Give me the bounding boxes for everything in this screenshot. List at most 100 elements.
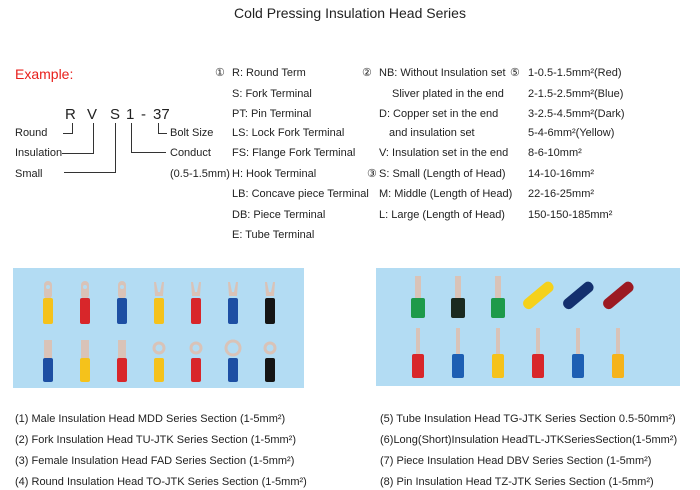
head-length-item: M: Middle (Length of Head)	[379, 188, 513, 200]
terminal-type-item: H: Hook Terminal	[232, 168, 317, 180]
terminal-sleeve	[154, 358, 164, 382]
section-3-marker: ③	[367, 168, 377, 180]
terminal-type-item: DB: Piece Terminal	[232, 209, 326, 221]
terminal-sleeve	[43, 298, 53, 324]
terminal-sleeve	[117, 358, 127, 382]
terminal-type-item: E: Tube Terminal	[232, 229, 315, 241]
label-conduct-range: (0.5-1.5mm)	[170, 168, 230, 180]
ring-hole	[83, 285, 87, 289]
ring-hole	[120, 285, 124, 289]
terminal-sleeve	[265, 358, 275, 382]
tube-sleeve	[491, 298, 505, 318]
ring-tongue	[263, 341, 277, 355]
terminal-sleeve	[80, 358, 90, 382]
wire-size-item: 22-16-25mm²	[528, 188, 595, 200]
label-bolt-size: Bolt Size	[170, 127, 214, 139]
wire-size-item: 1-0.5-1.5mm²(Red)	[528, 67, 622, 79]
insulation-type-item: D: Copper set in the end	[379, 108, 499, 120]
pin-terminal	[616, 328, 620, 356]
terminal-sleeve	[265, 298, 275, 324]
caption-left: (4) Round Insulation Head TO-JTK Series …	[15, 476, 307, 488]
ring-tongue	[152, 341, 166, 355]
caption-right: (6)Long(Short)Insulation HeadTL-JTKSerie…	[380, 434, 678, 446]
female-tab	[81, 340, 89, 358]
pin-sleeve	[492, 354, 504, 378]
label-small: Small	[15, 168, 43, 180]
terminal-type-item: FS: Flange Fork Terminal	[232, 147, 356, 159]
caption-right: (5) Tube Insulation Head TG-JTK Series S…	[380, 413, 676, 425]
ring-tongue	[81, 281, 89, 299]
pin-terminal	[536, 328, 540, 356]
fork-tongue	[265, 282, 275, 296]
terminal-sleeve	[80, 298, 90, 324]
pin-sleeve	[532, 354, 544, 378]
label-insulation: Insulation	[15, 147, 63, 159]
butt-connector	[523, 281, 554, 310]
wire-size-item: 5-4-6mm²(Yellow)	[528, 127, 615, 139]
tube-pin	[495, 276, 501, 302]
terminal-type-item: S: Fork Terminal	[232, 88, 312, 100]
pin-sleeve	[452, 354, 464, 378]
section-2-marker: ②	[362, 67, 372, 79]
code-letter: -	[141, 106, 146, 123]
fork-tongue	[228, 282, 238, 296]
photo-male-fork-female-round-terminals	[13, 268, 304, 388]
ring-tongue	[224, 339, 242, 357]
tube-sleeve	[451, 298, 465, 318]
insulation-type-item: V: Insulation set in the end	[379, 147, 509, 159]
caption-left: (2) Fork Insulation Head TU-JTK Series S…	[15, 434, 296, 446]
insulation-type-item: Sliver plated in the end	[392, 88, 504, 100]
terminal-sleeve	[117, 298, 127, 324]
pin-terminal	[496, 328, 500, 356]
caption-left: (3) Female Insulation Head FAD Series Se…	[15, 455, 295, 467]
terminal-sleeve	[154, 298, 164, 324]
insulation-type-item: and insulation set	[389, 127, 475, 139]
wire-size-item: 14-10-16mm²	[528, 168, 595, 180]
butt-connector	[563, 281, 594, 310]
insulation-type-item: NB: Without Insulation set	[379, 67, 506, 79]
ring-tongue	[44, 281, 52, 299]
terminal-sleeve	[191, 358, 201, 382]
ring-tongue	[189, 341, 203, 355]
label-conduct: Conduct	[170, 147, 211, 159]
code-letter: R	[65, 106, 76, 123]
section-5-marker: ⑤	[510, 67, 520, 79]
tube-pin	[415, 276, 421, 302]
wire-size-item: 8-6-10mm²	[528, 147, 582, 159]
terminal-type-item: LS: Lock Fork Terminal	[232, 127, 345, 139]
wire-size-item: 150-150-185mm²	[528, 209, 613, 221]
photo-tube-pin-piece-terminals	[376, 268, 680, 386]
ring-hole	[46, 285, 50, 289]
pin-sleeve	[412, 354, 424, 378]
caption-left: (1) Male Insulation Head MDD Series Sect…	[15, 413, 286, 425]
pin-terminal	[576, 328, 580, 356]
ring-tongue	[118, 281, 126, 299]
head-length-item: S: Small (Length of Head)	[379, 168, 506, 180]
code-letter: 37	[153, 106, 170, 123]
code-letter: V	[87, 106, 98, 123]
head-length-item: L: Large (Length of Head)	[379, 209, 505, 221]
fork-tongue	[191, 282, 201, 296]
code-letter: 1	[126, 106, 135, 123]
terminal-type-item: R: Round Term	[232, 67, 306, 79]
butt-connector	[603, 281, 634, 310]
terminal-sleeve	[228, 298, 238, 324]
terminal-sleeve	[43, 358, 53, 382]
terminal-type-item: LB: Concave piece Terminal	[232, 188, 369, 200]
label-round: Round	[15, 127, 48, 139]
female-tab	[44, 340, 52, 358]
caption-right: (8) Pin Insulation Head TZ-JTK Series Se…	[380, 476, 654, 488]
page-title: Cold Pressing Insulation Head Series	[234, 5, 466, 21]
pin-terminal	[456, 328, 460, 356]
pin-sleeve	[572, 354, 584, 378]
caption-right: (7) Piece Insulation Head DBV Series Sec…	[380, 455, 652, 467]
pin-sleeve	[612, 354, 624, 378]
section-1-marker: ①	[215, 67, 225, 79]
tube-sleeve	[411, 298, 425, 318]
code-letter: S	[110, 106, 121, 123]
example-label: Example:	[15, 66, 74, 82]
fork-tongue	[154, 282, 164, 296]
female-tab	[118, 340, 126, 358]
terminal-type-item: PT: Pin Terminal	[232, 108, 312, 120]
